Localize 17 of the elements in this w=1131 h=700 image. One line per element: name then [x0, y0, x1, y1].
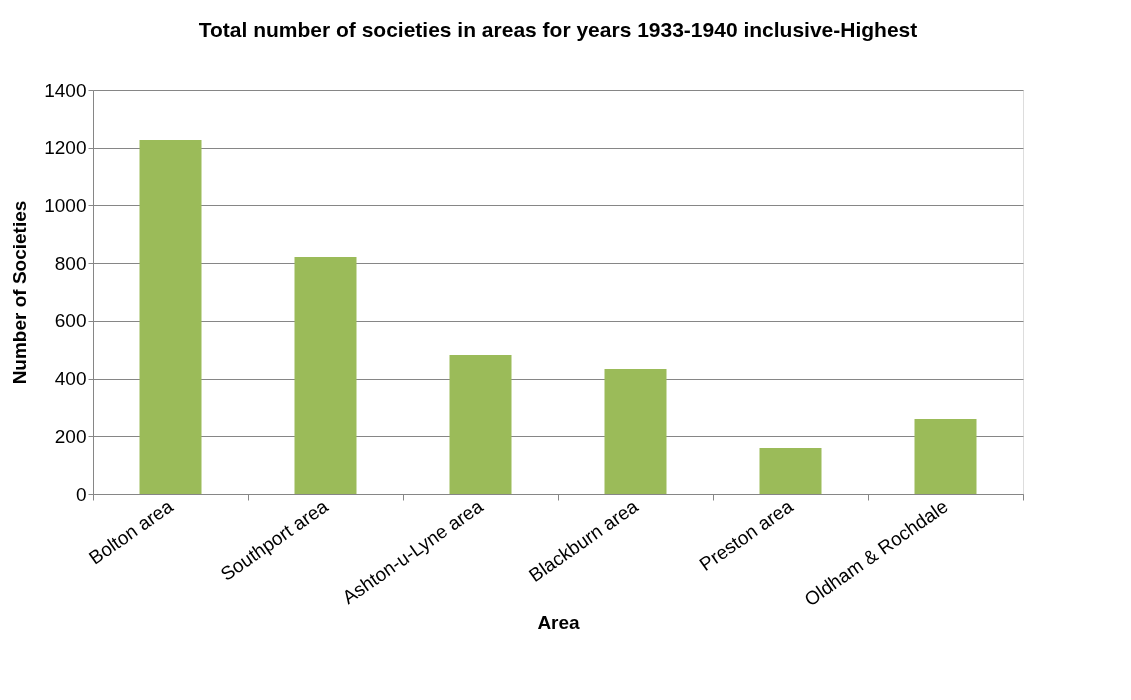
bar	[449, 354, 512, 494]
y-tick-label: 1200	[44, 137, 87, 159]
y-tick-label: 800	[54, 252, 87, 274]
bar	[604, 369, 667, 494]
y-axis-title: Number of Societies	[9, 200, 31, 385]
bar	[759, 448, 822, 494]
y-tick-label: 200	[54, 425, 87, 447]
x-axis-title: Area	[537, 612, 581, 634]
y-tick-label: 1400	[44, 79, 87, 101]
bar	[139, 139, 202, 494]
bar	[294, 257, 357, 494]
y-tick-label: 400	[54, 368, 87, 390]
y-tick-label: 0	[75, 483, 87, 505]
bar	[914, 418, 977, 494]
y-tick-label: 1000	[44, 194, 87, 216]
chart-title: Total number of societies in areas for years 1933-1940 inclusive-Highest	[198, 18, 918, 41]
y-tick-label: 600	[54, 310, 87, 332]
